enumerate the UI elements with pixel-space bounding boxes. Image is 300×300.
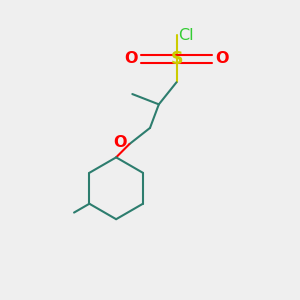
Text: O: O (113, 135, 126, 150)
Text: O: O (125, 51, 138, 66)
Text: S: S (170, 50, 183, 68)
Text: O: O (215, 51, 228, 66)
Text: Cl: Cl (178, 28, 194, 43)
